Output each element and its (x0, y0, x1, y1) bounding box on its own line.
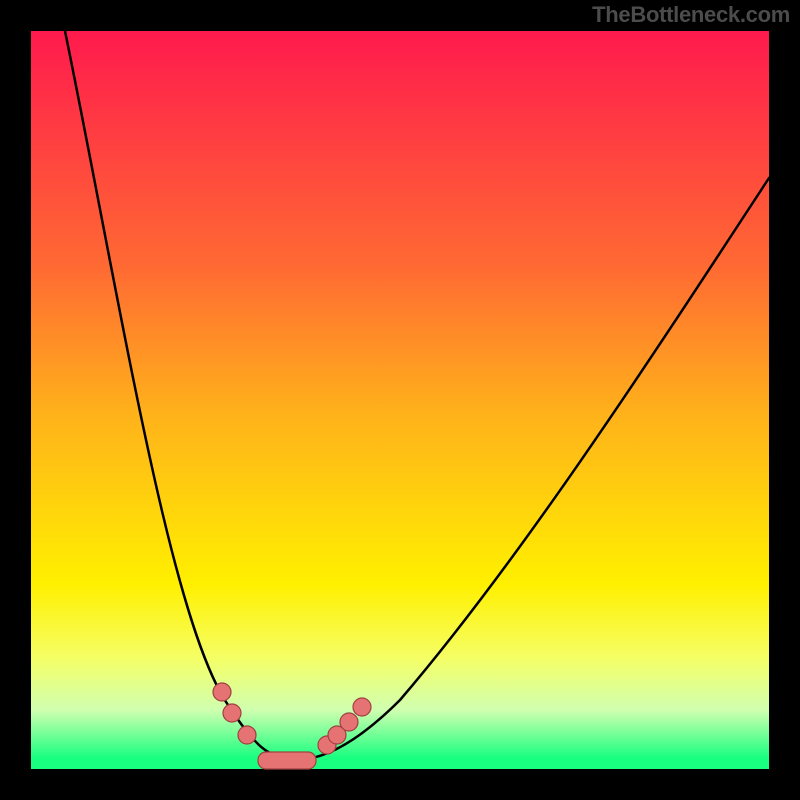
marker-point (353, 698, 371, 716)
marker-pill (258, 752, 316, 769)
chart-container: TheBottleneck.com (0, 0, 800, 800)
curve-right-arm (292, 178, 769, 760)
marker-point (340, 713, 358, 731)
marker-point (238, 726, 256, 744)
marker-point (223, 704, 241, 722)
curve-layer (0, 0, 800, 800)
marker-group (213, 683, 371, 769)
curve-left-arm (65, 31, 292, 760)
marker-point (213, 683, 231, 701)
